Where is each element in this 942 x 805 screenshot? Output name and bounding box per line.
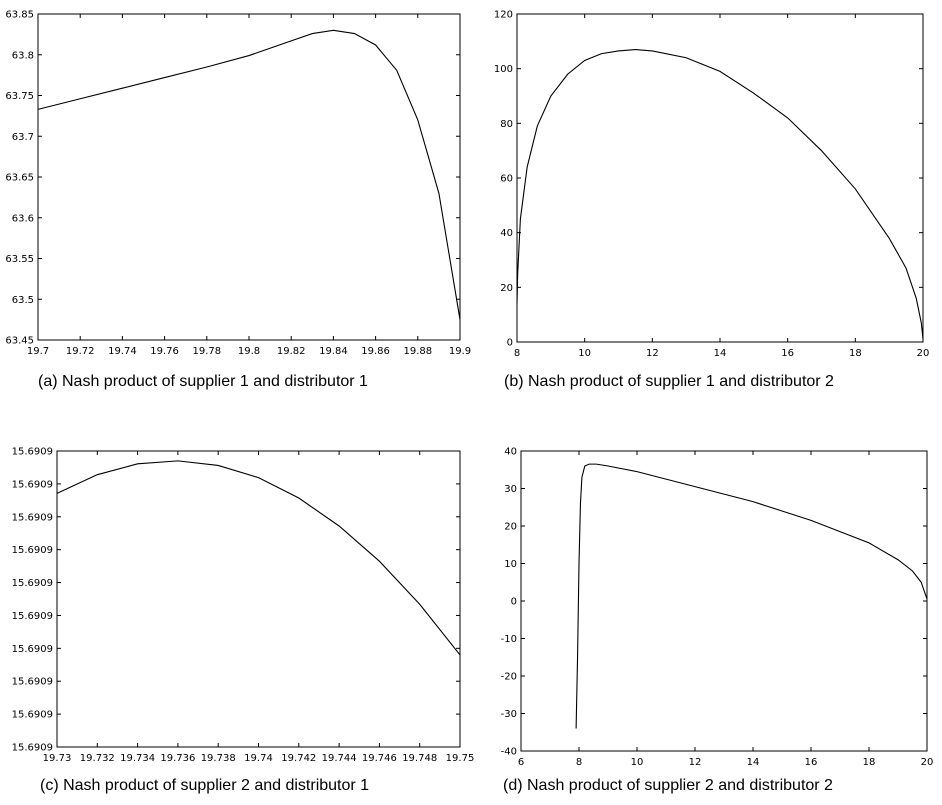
- y-tick-label: 15.6909: [12, 447, 53, 458]
- y-tick-label: -10: [501, 634, 517, 645]
- x-tick-label: 19.73: [43, 753, 72, 764]
- y-tick-label: 15.6909: [12, 578, 53, 589]
- x-tick-label: 19.736: [160, 753, 195, 764]
- x-tick-label: 19.9: [449, 346, 471, 357]
- caption-c: (c) Nash product of supplier 2 and distr…: [40, 777, 370, 794]
- y-tick-label: -20: [501, 672, 517, 683]
- series-line: [56, 460, 461, 656]
- x-tick-label: 19.738: [201, 753, 236, 764]
- y-tick-label: 15.6909: [12, 512, 53, 523]
- x-tick-label: 8: [514, 348, 520, 359]
- x-tick-label: 19.744: [322, 753, 357, 764]
- x-tick-label: 19.72: [66, 346, 95, 357]
- x-tick-label: 19.732: [80, 753, 115, 764]
- x-tick-label: 6: [518, 757, 524, 768]
- axes-frame: [56, 450, 461, 748]
- x-tick-label: 12: [689, 757, 702, 768]
- x-tick-label: 19.742: [281, 753, 316, 764]
- x-tick-label: 19.75: [446, 753, 475, 764]
- y-tick-label: 15.6909: [12, 479, 53, 490]
- x-tick-label: 10: [631, 757, 644, 768]
- y-tick-label: 0: [511, 597, 517, 608]
- y-tick-label: 15.6909: [12, 743, 53, 754]
- x-tick-label: 19.84: [319, 346, 348, 357]
- x-tick-label: 19.74: [244, 753, 273, 764]
- x-tick-label: 19.8: [238, 346, 260, 357]
- y-tick-label: 30: [504, 484, 517, 495]
- y-tick-label: 15.6909: [12, 611, 53, 622]
- y-tick-label: 40: [504, 447, 517, 458]
- x-tick-label: 19.746: [362, 753, 397, 764]
- axes-frame: [520, 450, 928, 752]
- y-tick-label: 63.75: [5, 91, 34, 102]
- chart-panel-d: 6 8 10 12 14 16 18 20 -40 -30 -20 -10 0 10 20 30 40 (d) …: [471, 400, 942, 805]
- y-tick-label: 15.6909: [12, 644, 53, 655]
- y-tick-label: 63.5: [12, 295, 34, 306]
- y-tick-label: 80: [500, 119, 513, 130]
- x-tick-label: 20: [921, 757, 934, 768]
- x-tick-label: 19.88: [403, 346, 432, 357]
- x-tick-label: 16: [805, 757, 818, 768]
- x-tick-label: 18: [863, 757, 876, 768]
- axes-frame: [37, 13, 461, 341]
- chart-a: 19.7 19.72 19.74 19.76 19.78 19.8 19.82 19.84 19…: [5, 10, 471, 358]
- chart-panel-b: 8 10 12 14 16 18 20 0 20 40 60 80 100 120 (b) Nash pr…: [471, 0, 942, 400]
- x-tick-label: 19.7: [27, 346, 49, 357]
- y-tick-label: 0: [507, 338, 513, 349]
- y-tick-label: 15.6909: [12, 545, 53, 556]
- x-tick-label: 14: [714, 348, 727, 359]
- x-tick-label: 19.82: [277, 346, 306, 357]
- series-line: [575, 463, 928, 729]
- x-tick-label: 19.748: [402, 753, 437, 764]
- chart-c: 19.73 19.732 19.734 19.736 19.738 19.74 19.742…: [12, 447, 475, 765]
- y-tick-label: 63.8: [12, 50, 34, 61]
- y-tick-label: 100: [494, 64, 513, 75]
- y-tick-label: 10: [504, 559, 517, 570]
- y-tick-label: 15.6909: [12, 710, 53, 721]
- caption-b: (b) Nash product of supplier 1 and distr…: [504, 373, 834, 390]
- x-tick-label: 19.86: [361, 346, 390, 357]
- y-tick-label: 63.7: [12, 132, 34, 143]
- caption-a: (a) Nash product of supplier 1 and distr…: [38, 373, 368, 390]
- x-tick-label: 12: [646, 348, 659, 359]
- y-tick-label: 63.85: [5, 10, 34, 21]
- x-tick-label: 16: [781, 348, 794, 359]
- y-tick-label: 60: [500, 174, 513, 185]
- series-line: [516, 48, 924, 340]
- y-tick-label: 15.6909: [12, 677, 53, 688]
- x-tick-label: 8: [576, 757, 582, 768]
- x-tick-label: 19.76: [150, 346, 179, 357]
- y-tick-label: -40: [501, 747, 517, 758]
- y-tick-label: 63.6: [12, 213, 34, 224]
- x-tick-label: 18: [849, 348, 862, 359]
- chart-panel-c: 19.73 19.732 19.734 19.736 19.738 19.74 19.742…: [0, 400, 475, 805]
- x-tick-label: 10: [578, 348, 591, 359]
- x-tick-label: 20: [917, 348, 930, 359]
- series-line: [37, 29, 461, 320]
- x-tick-label: 19.734: [120, 753, 155, 764]
- y-tick-label: 63.45: [5, 336, 34, 347]
- y-tick-label: 120: [494, 10, 513, 21]
- chart-panel-a: 19.7 19.72 19.74 19.76 19.78 19.8 19.82 19.84 19…: [0, 0, 471, 400]
- y-tick-label: 63.55: [5, 254, 34, 265]
- y-tick-label: 20: [500, 283, 513, 294]
- x-tick-label: 19.74: [108, 346, 137, 357]
- y-tick-label: -30: [501, 709, 517, 720]
- chart-d: 6 8 10 12 14 16 18 20 -40 -30 -20 -10 0 10 20 30 40: [501, 447, 934, 769]
- caption-d: (d) Nash product of supplier 2 and distr…: [503, 777, 833, 794]
- x-tick-label: 14: [747, 757, 760, 768]
- chart-b: 8 10 12 14 16 18 20 0 20 40 60 80 100 120: [494, 10, 930, 360]
- y-tick-label: 20: [504, 522, 517, 533]
- axes-frame: [516, 13, 924, 343]
- y-tick-label: 40: [500, 228, 513, 239]
- y-tick-label: 63.65: [5, 173, 34, 184]
- x-tick-label: 19.78: [192, 346, 221, 357]
